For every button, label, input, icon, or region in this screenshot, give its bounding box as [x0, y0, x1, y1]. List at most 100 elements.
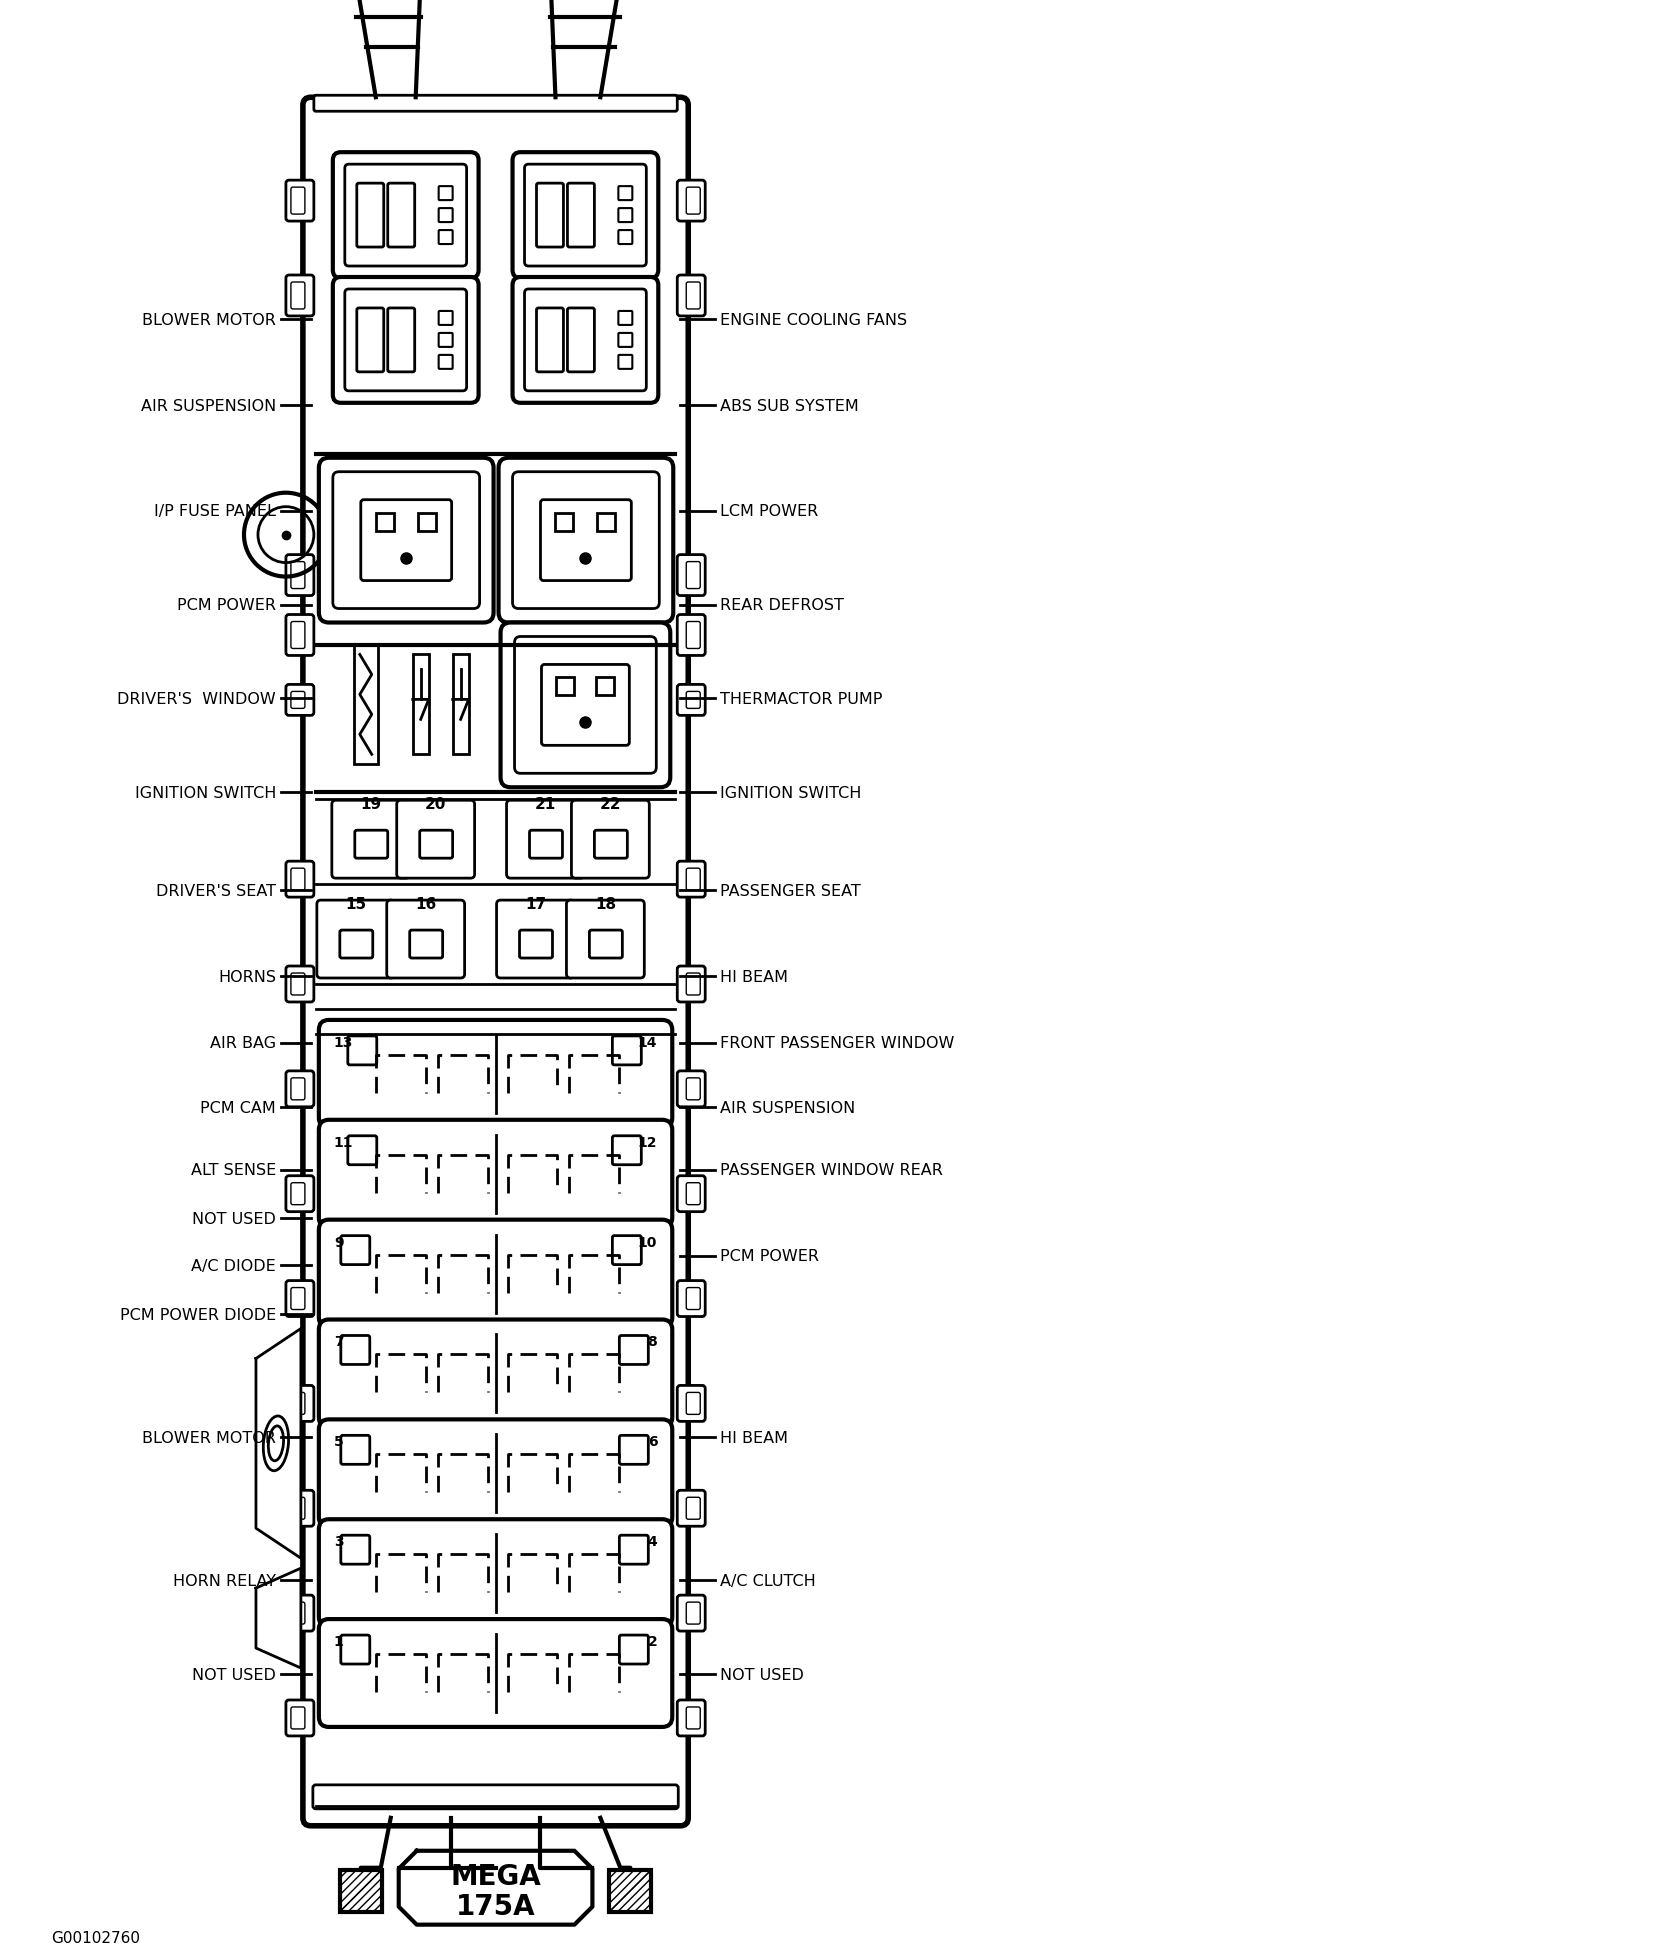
FancyBboxPatch shape — [286, 1701, 314, 1736]
FancyBboxPatch shape — [319, 1618, 673, 1728]
FancyBboxPatch shape — [286, 1282, 314, 1317]
Text: 6: 6 — [648, 1434, 658, 1448]
FancyBboxPatch shape — [686, 1393, 700, 1415]
Text: 10: 10 — [638, 1235, 658, 1249]
FancyBboxPatch shape — [618, 188, 633, 202]
FancyBboxPatch shape — [613, 1237, 641, 1264]
FancyBboxPatch shape — [286, 614, 314, 656]
FancyBboxPatch shape — [347, 1037, 377, 1065]
FancyBboxPatch shape — [678, 182, 705, 221]
FancyBboxPatch shape — [341, 1636, 369, 1663]
Text: 8: 8 — [648, 1335, 658, 1348]
Text: I/P FUSE PANEL: I/P FUSE PANEL — [154, 505, 276, 519]
Text: NOT USED: NOT USED — [192, 1667, 276, 1681]
FancyBboxPatch shape — [291, 622, 306, 650]
FancyBboxPatch shape — [291, 284, 306, 309]
FancyBboxPatch shape — [286, 1176, 314, 1211]
Text: 14: 14 — [638, 1035, 658, 1049]
FancyBboxPatch shape — [678, 1282, 705, 1317]
FancyBboxPatch shape — [613, 1037, 641, 1065]
FancyBboxPatch shape — [332, 153, 479, 278]
FancyBboxPatch shape — [506, 800, 584, 879]
FancyBboxPatch shape — [678, 1386, 705, 1421]
FancyBboxPatch shape — [620, 1337, 648, 1364]
FancyBboxPatch shape — [686, 1288, 700, 1309]
FancyBboxPatch shape — [291, 1707, 306, 1730]
FancyBboxPatch shape — [357, 309, 384, 372]
FancyBboxPatch shape — [678, 967, 705, 1002]
FancyBboxPatch shape — [618, 356, 633, 370]
FancyBboxPatch shape — [291, 1497, 306, 1519]
FancyBboxPatch shape — [536, 309, 563, 372]
Text: 12: 12 — [638, 1135, 658, 1149]
FancyBboxPatch shape — [286, 1491, 314, 1526]
Bar — [598, 513, 615, 532]
Bar — [556, 513, 573, 532]
FancyBboxPatch shape — [686, 1603, 700, 1624]
Text: PCM POWER DIODE: PCM POWER DIODE — [120, 1307, 276, 1323]
FancyBboxPatch shape — [686, 562, 700, 589]
FancyBboxPatch shape — [319, 1519, 673, 1628]
Text: BLOWER MOTOR: BLOWER MOTOR — [142, 1431, 276, 1444]
FancyBboxPatch shape — [387, 900, 464, 978]
FancyBboxPatch shape — [678, 556, 705, 597]
Text: 21: 21 — [534, 796, 556, 812]
FancyBboxPatch shape — [686, 869, 700, 890]
FancyBboxPatch shape — [291, 1603, 306, 1624]
FancyBboxPatch shape — [286, 276, 314, 317]
Text: THERMACTOR PUMP: THERMACTOR PUMP — [720, 691, 882, 706]
FancyBboxPatch shape — [291, 1184, 306, 1206]
Text: PASSENGER SEAT: PASSENGER SEAT — [720, 883, 862, 898]
FancyBboxPatch shape — [678, 614, 705, 656]
FancyBboxPatch shape — [291, 1288, 306, 1309]
Text: PCM CAM: PCM CAM — [200, 1100, 276, 1115]
Text: DRIVER'S SEAT: DRIVER'S SEAT — [155, 883, 276, 898]
FancyBboxPatch shape — [513, 153, 658, 278]
Bar — [453, 656, 469, 755]
FancyBboxPatch shape — [686, 973, 700, 996]
FancyBboxPatch shape — [332, 472, 479, 609]
FancyBboxPatch shape — [620, 1436, 648, 1464]
FancyBboxPatch shape — [686, 1707, 700, 1730]
FancyBboxPatch shape — [341, 1237, 369, 1264]
FancyBboxPatch shape — [319, 1119, 673, 1229]
Text: 5: 5 — [334, 1434, 344, 1448]
FancyBboxPatch shape — [568, 184, 595, 249]
FancyBboxPatch shape — [566, 900, 645, 978]
FancyBboxPatch shape — [286, 861, 314, 898]
FancyBboxPatch shape — [613, 1137, 641, 1164]
FancyBboxPatch shape — [291, 562, 306, 589]
FancyBboxPatch shape — [341, 1337, 369, 1364]
Bar — [596, 677, 615, 697]
FancyBboxPatch shape — [319, 1020, 673, 1129]
Text: 20: 20 — [424, 796, 446, 812]
Text: ABS SUB SYSTEM: ABS SUB SYSTEM — [720, 399, 858, 413]
FancyBboxPatch shape — [541, 665, 630, 746]
FancyBboxPatch shape — [354, 832, 387, 859]
Text: REAR DEFROST: REAR DEFROST — [720, 597, 843, 613]
Text: HI BEAM: HI BEAM — [720, 1431, 788, 1444]
FancyBboxPatch shape — [620, 1536, 648, 1564]
FancyBboxPatch shape — [501, 622, 670, 789]
Text: DRIVER'S  WINDOW: DRIVER'S WINDOW — [117, 691, 276, 706]
Bar — [412, 656, 429, 755]
FancyBboxPatch shape — [332, 800, 409, 879]
FancyBboxPatch shape — [347, 1137, 377, 1164]
FancyBboxPatch shape — [513, 472, 660, 609]
FancyBboxPatch shape — [387, 309, 414, 372]
FancyBboxPatch shape — [571, 800, 650, 879]
FancyBboxPatch shape — [291, 188, 306, 215]
FancyBboxPatch shape — [439, 209, 453, 223]
FancyBboxPatch shape — [286, 556, 314, 597]
FancyBboxPatch shape — [618, 335, 633, 348]
FancyBboxPatch shape — [344, 164, 466, 266]
Text: AIR SUSPENSION: AIR SUSPENSION — [720, 1100, 855, 1115]
Text: PCM POWER: PCM POWER — [720, 1249, 820, 1264]
FancyBboxPatch shape — [419, 832, 453, 859]
Bar — [556, 677, 574, 697]
Text: HORNS: HORNS — [217, 969, 276, 984]
FancyBboxPatch shape — [439, 231, 453, 245]
Text: 13: 13 — [334, 1035, 354, 1049]
FancyBboxPatch shape — [286, 1070, 314, 1108]
FancyBboxPatch shape — [524, 164, 646, 266]
